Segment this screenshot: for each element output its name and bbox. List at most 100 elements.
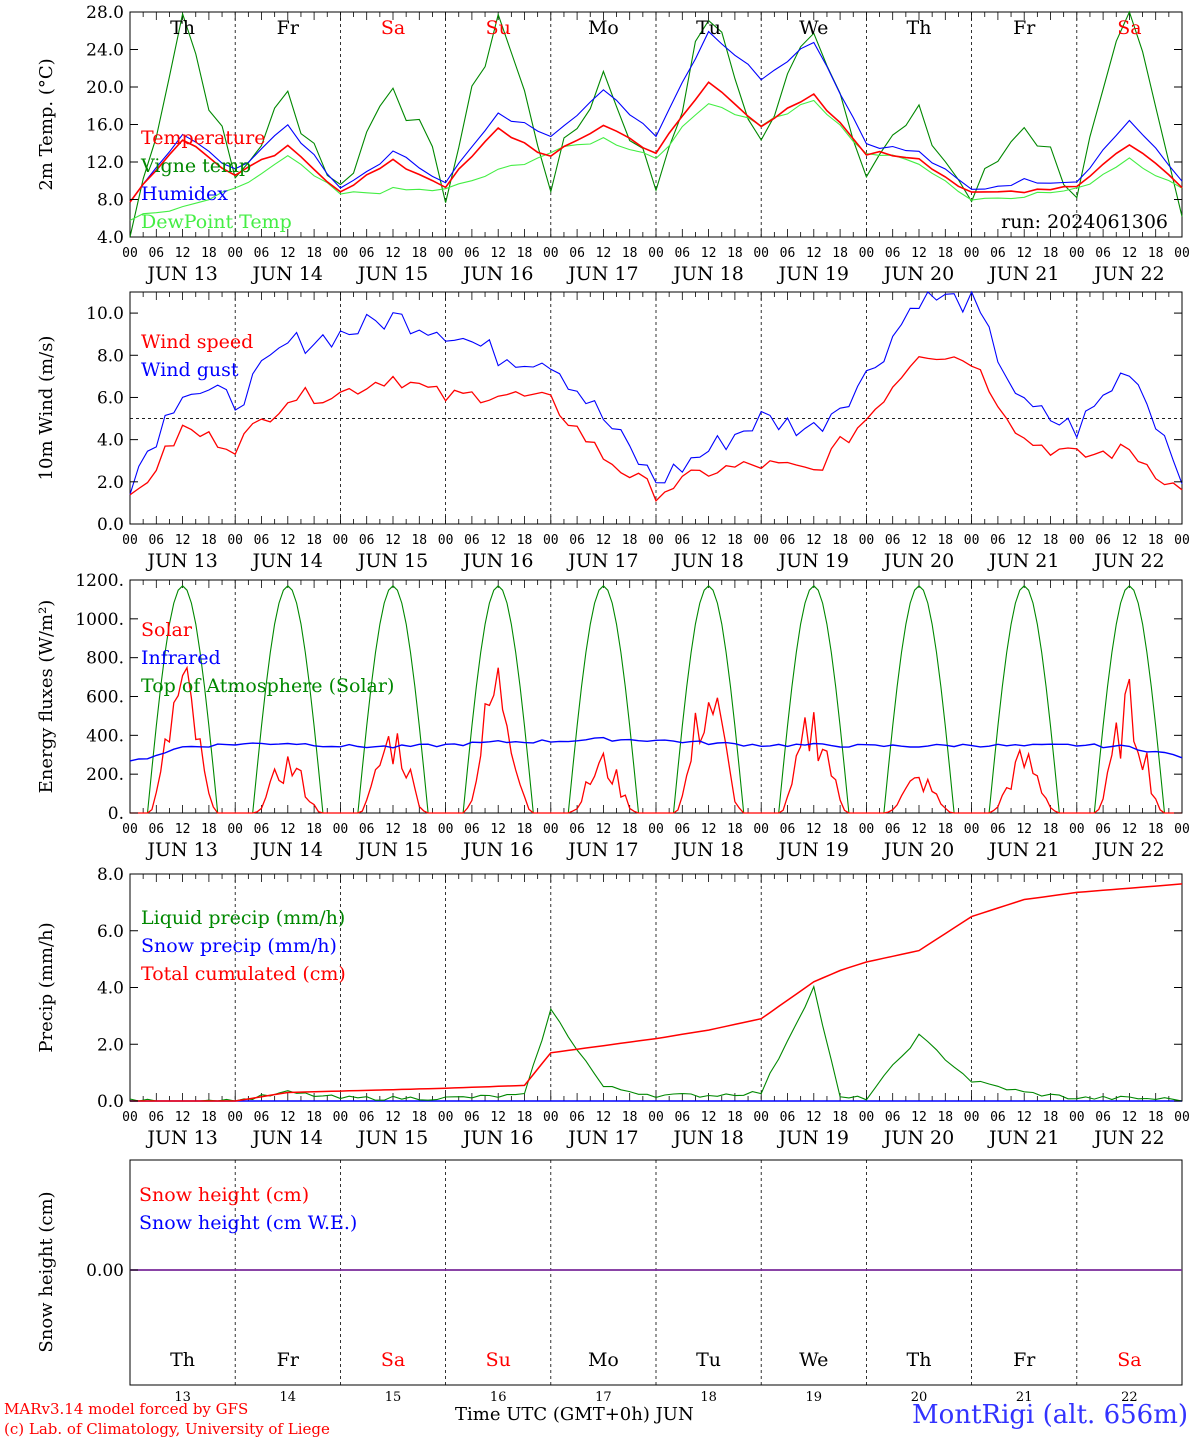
- hour-tick-label: 00: [122, 822, 138, 837]
- hour-tick-label: 12: [911, 246, 927, 261]
- y-tick-label: 200.: [86, 765, 124, 785]
- hour-tick-label: 06: [464, 1110, 480, 1125]
- hour-tick-label: 18: [727, 533, 743, 548]
- date-label: JUN 19: [777, 263, 849, 285]
- weekday-label: Mo: [588, 1349, 619, 1371]
- date-label: JUN 22: [1092, 263, 1164, 285]
- date-label: JUN 14: [251, 550, 323, 572]
- weekday-label: Fr: [1013, 1349, 1036, 1371]
- hour-tick-label: 18: [517, 246, 533, 261]
- hour-tick-label: 00: [543, 246, 559, 261]
- hour-tick-label: 06: [1095, 533, 1111, 548]
- series-line-dewpoint-temp: [129, 99, 1183, 221]
- hour-tick-label: 12: [175, 1110, 191, 1125]
- y-tick-label: 0.00: [86, 1261, 124, 1281]
- hour-tick-label: 00: [333, 822, 349, 837]
- hour-tick-label: 12: [385, 533, 401, 548]
- date-label: JUN 18: [671, 1127, 743, 1149]
- hour-tick-label: 00: [438, 822, 454, 837]
- y-tick-label: 600.: [86, 688, 124, 708]
- hour-tick-label: 06: [674, 1110, 690, 1125]
- station-label: MontRigi (alt. 656m): [912, 1400, 1188, 1430]
- hour-tick-label: 00: [964, 1110, 980, 1125]
- hour-tick-label: 06: [885, 1110, 901, 1125]
- hour-tick-label: 12: [1122, 246, 1138, 261]
- weekday-label: Fr: [277, 1349, 300, 1371]
- y-tick-label: 1200.: [75, 571, 124, 591]
- hour-tick-label: 06: [254, 246, 270, 261]
- date-label: JUN 21: [987, 263, 1059, 285]
- legend-entry: Temperature: [141, 127, 265, 149]
- hour-tick-label: 00: [333, 533, 349, 548]
- day-number-label: 13: [174, 1390, 191, 1405]
- series-line-temperature: [129, 81, 1183, 203]
- weekday-label: Sa: [381, 17, 405, 39]
- hour-tick-label: 06: [674, 533, 690, 548]
- hour-tick-label: 18: [306, 246, 322, 261]
- legend-entry: Snow height (cm): [139, 1184, 309, 1206]
- hour-tick-label: 12: [806, 246, 822, 261]
- hour-tick-label: 18: [517, 822, 533, 837]
- hour-tick-label: 00: [859, 533, 875, 548]
- hour-tick-label: 00: [1174, 1110, 1190, 1125]
- hour-tick-label: 00: [964, 822, 980, 837]
- day-number-label: 20: [911, 1390, 928, 1405]
- date-label: JUN 14: [251, 1127, 323, 1149]
- hour-tick-label: 00: [1069, 533, 1085, 548]
- y-tick-label: 1000.: [75, 610, 124, 630]
- hour-tick-label: 06: [464, 822, 480, 837]
- y-tick-label: 4.0: [97, 979, 124, 999]
- hour-tick-label: 12: [490, 533, 506, 548]
- legend-entry: Wind speed: [141, 331, 253, 353]
- date-label: JUN 22: [1092, 1127, 1164, 1149]
- hour-tick-label: 18: [832, 822, 848, 837]
- weekday-label: Sa: [1117, 17, 1141, 39]
- hour-tick-label: 00: [543, 1110, 559, 1125]
- hour-tick-label: 00: [1174, 533, 1190, 548]
- weekday-label: Tu: [696, 17, 721, 39]
- series-line-infrared: [129, 736, 1183, 762]
- y-tick-label: 4.0: [97, 431, 124, 451]
- hour-tick-label: 00: [1069, 822, 1085, 837]
- date-label: JUN 21: [987, 839, 1059, 861]
- day-number-label: 14: [280, 1390, 297, 1405]
- hour-tick-label: 00: [438, 1110, 454, 1125]
- footer-credits: MARv3.14 model forced by GFS (c) Lab. of…: [4, 1399, 330, 1439]
- hour-tick-label: 06: [464, 246, 480, 261]
- hour-tick-label: 06: [885, 246, 901, 261]
- hour-tick-label: 18: [622, 533, 638, 548]
- hour-tick-label: 06: [990, 246, 1006, 261]
- hour-tick-label: 06: [780, 822, 796, 837]
- hour-tick-label: 18: [937, 1110, 953, 1125]
- hour-tick-label: 12: [1122, 1110, 1138, 1125]
- day-number-label: 15: [385, 1390, 402, 1405]
- hour-tick-label: 18: [411, 246, 427, 261]
- hour-tick-label: 18: [306, 822, 322, 837]
- hour-tick-label: 18: [622, 1110, 638, 1125]
- date-label: JUN 15: [356, 839, 428, 861]
- date-label: JUN 21: [987, 1127, 1059, 1149]
- hour-tick-label: 00: [964, 246, 980, 261]
- y-tick-label: 16.0: [86, 116, 124, 136]
- hour-tick-label: 12: [490, 822, 506, 837]
- hour-tick-label: 00: [333, 1110, 349, 1125]
- hour-tick-label: 06: [885, 533, 901, 548]
- date-label: JUN 20: [882, 550, 954, 572]
- hour-tick-label: 18: [517, 533, 533, 548]
- date-label: JUN 19: [777, 550, 849, 572]
- hour-tick-label: 06: [1095, 822, 1111, 837]
- hour-tick-label: 06: [359, 1110, 375, 1125]
- hour-tick-label: 00: [543, 533, 559, 548]
- hour-tick-label: 06: [148, 246, 164, 261]
- hour-tick-label: 18: [411, 822, 427, 837]
- date-label: JUN 17: [566, 1127, 638, 1149]
- date-label: JUN 18: [671, 263, 743, 285]
- hour-tick-label: 06: [990, 1110, 1006, 1125]
- hour-tick-label: 12: [175, 246, 191, 261]
- hour-tick-label: 12: [280, 822, 296, 837]
- y-tick-label: 8.0: [97, 346, 124, 366]
- weekday-label: Th: [170, 1349, 195, 1371]
- y-tick-label: 8.0: [97, 191, 124, 211]
- hour-tick-label: 06: [359, 822, 375, 837]
- date-label: JUN 21: [987, 550, 1059, 572]
